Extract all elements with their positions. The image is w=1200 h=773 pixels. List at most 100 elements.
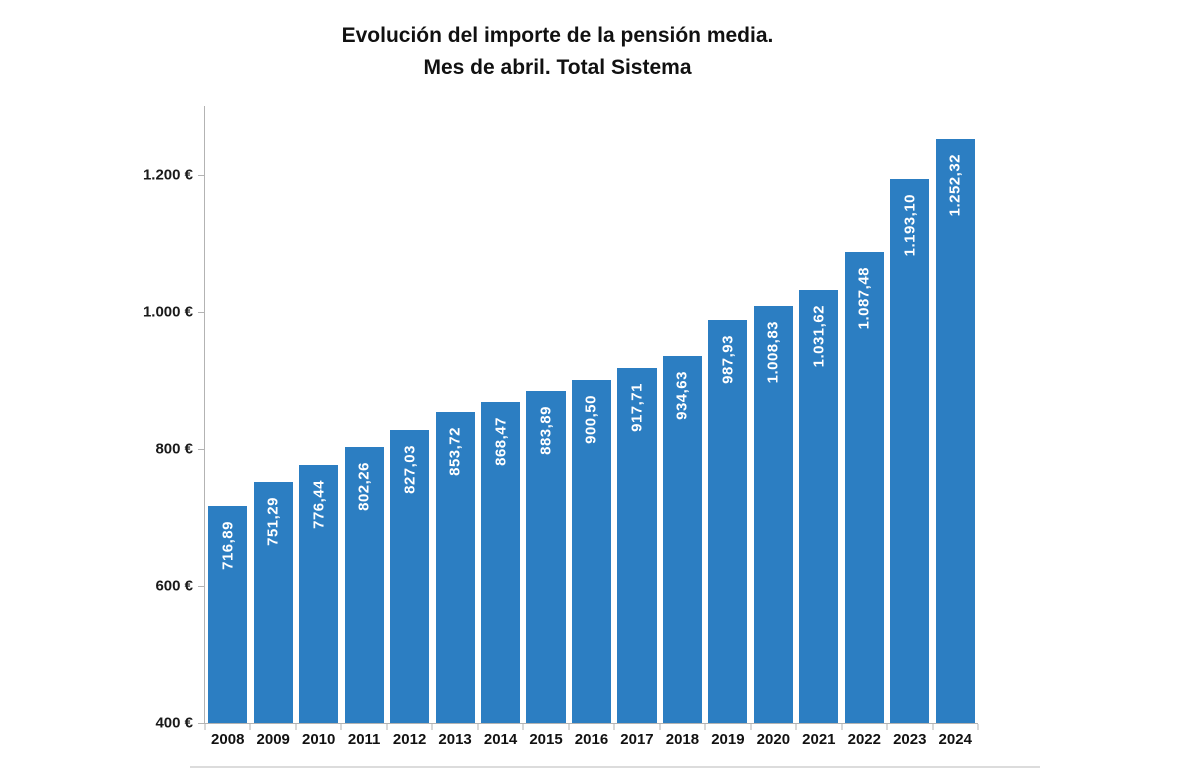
y-tick — [198, 174, 204, 176]
x-tick — [659, 724, 661, 730]
bar-2021: 1.031,62 — [799, 290, 839, 723]
bar-value-label-2023: 1.193,10 — [901, 194, 919, 257]
x-axis-label-2014: 2014 — [483, 731, 518, 748]
bar-slot-2009: 751,29 — [250, 106, 295, 723]
bar-slot-2023: 1.193,10 — [887, 106, 932, 723]
y-tick — [198, 723, 204, 724]
bar-2018: 934,63 — [662, 356, 702, 723]
bar-slot-2020: 1.008,83 — [751, 106, 796, 723]
bar-2019: 987,93 — [708, 319, 748, 723]
x-tick — [431, 724, 433, 730]
bar-value-label-2017: 917,71 — [628, 383, 646, 432]
y-tick — [198, 585, 204, 587]
chart-title: Evolución del importe de la pensión medi… — [0, 20, 1115, 84]
bar-slot-2012: 827,03 — [387, 106, 432, 723]
bar-2024: 1.252,32 — [935, 138, 975, 723]
y-axis-line — [204, 106, 205, 723]
bar-slot-2022: 1.087,48 — [842, 106, 887, 723]
bar-value-label-2009: 751,29 — [264, 497, 282, 547]
bar-2009: 751,29 — [253, 482, 293, 723]
bar-slot-2018: 934,63 — [660, 106, 705, 723]
x-tick — [750, 724, 752, 730]
y-axis-label-1000: 1.000 € — [142, 303, 193, 321]
x-axis-label-2016: 2016 — [574, 731, 609, 748]
y-axis-label-800: 800 € — [155, 440, 193, 458]
bar-value-label-2024: 1.252,32 — [946, 153, 964, 217]
x-tick — [704, 724, 706, 730]
bar-series: 716,89 751,29 776,44 802,26 827,03 853,72 868,… — [205, 106, 978, 723]
x-axis-label-2017: 2017 — [620, 731, 654, 748]
bar-slot-2021: 1.031,62 — [796, 106, 841, 723]
x-axis-label-2012: 2012 — [392, 731, 427, 748]
bar-value-label-2015: 883,89 — [537, 406, 555, 456]
bar-2020: 1.008,83 — [753, 305, 793, 723]
x-axis-labels: 2008 2009 2010 2011 2012 2013 2014 2015 2016 2017… — [205, 731, 978, 748]
bar-value-label-2008: 716,89 — [219, 520, 237, 570]
x-tick — [977, 724, 979, 730]
bar-value-label-2011: 802,26 — [355, 462, 373, 512]
bar-slot-2011: 802,26 — [341, 106, 386, 723]
bar-2011: 802,26 — [344, 447, 384, 723]
bottom-divider — [190, 766, 1040, 768]
bar-slot-2017: 917,71 — [614, 106, 659, 723]
bar-2008: 716,89 — [208, 505, 248, 723]
y-tick — [198, 448, 204, 450]
x-axis-label-2019: 2019 — [711, 731, 745, 748]
x-axis-label-2010: 2010 — [301, 731, 336, 748]
bar-value-label-2021: 1.031,62 — [810, 305, 828, 368]
bar-slot-2010: 776,44 — [296, 106, 341, 723]
x-tick — [477, 724, 479, 730]
y-axis-labels: 400 € 600 € 800 € 1.000 € 1.200 € — [80, 106, 193, 731]
x-tick — [204, 724, 206, 730]
bar-slot-2024: 1.252,32 — [933, 106, 978, 723]
y-tick — [198, 311, 204, 313]
x-axis-label-2013: 2013 — [438, 731, 472, 748]
x-axis-label-2008: 2008 — [211, 731, 245, 748]
bar-value-label-2020: 1.008,83 — [764, 320, 782, 384]
bar-value-label-2016: 900,50 — [582, 394, 600, 444]
bar-2017: 917,71 — [617, 368, 657, 723]
bar-2010: 776,44 — [299, 464, 339, 723]
bar-2016: 900,50 — [571, 379, 612, 723]
bar-2023: 1.193,10 — [890, 179, 930, 723]
x-axis-label-2018: 2018 — [665, 731, 700, 748]
plot-area: 716,89 751,29 776,44 802,26 827,03 853,72 868,… — [198, 106, 979, 730]
x-tick — [386, 724, 388, 730]
bar-slot-2014: 868,47 — [478, 106, 523, 723]
x-axis-label-2015: 2015 — [529, 731, 563, 748]
x-tick — [613, 724, 615, 730]
x-axis-label-2020: 2020 — [756, 731, 791, 748]
x-axis-label-2024: 2024 — [938, 731, 972, 748]
bar-2014: 868,47 — [481, 401, 521, 723]
bar-slot-2013: 853,72 — [432, 106, 477, 723]
bar-value-label-2013: 853,72 — [446, 426, 464, 476]
x-axis-label-2022: 2022 — [847, 731, 881, 748]
bar-value-label-2022: 1.087,48 — [855, 266, 873, 330]
y-axis-label-1200: 1.200 € — [142, 166, 193, 184]
y-axis-label-400: 400 € — [155, 714, 193, 732]
bar-value-label-2019: 987,93 — [719, 334, 737, 384]
x-tick — [249, 724, 251, 730]
bar-slot-2015: 883,89 — [523, 106, 568, 723]
bar-2013: 853,72 — [435, 411, 475, 723]
bar-value-label-2018: 934,63 — [673, 371, 691, 421]
x-tick — [886, 724, 888, 730]
x-tick — [340, 724, 342, 730]
x-axis-label-2009: 2009 — [256, 731, 290, 748]
x-tick — [522, 724, 524, 730]
x-axis-line — [204, 723, 978, 724]
x-tick — [932, 724, 934, 730]
bar-slot-2019: 987,93 — [705, 106, 750, 723]
y-axis-label-600: 600 € — [155, 577, 193, 595]
chart-title-line2: Mes de abril. Total Sistema — [423, 56, 692, 79]
x-tick — [795, 724, 797, 730]
x-tick — [295, 724, 297, 730]
bar-value-label-2012: 827,03 — [401, 445, 419, 495]
bar-2015: 883,89 — [526, 391, 566, 723]
bar-value-label-2014: 868,47 — [492, 416, 510, 466]
x-tick — [568, 724, 570, 730]
bar-2022: 1.087,48 — [844, 251, 884, 723]
x-axis-label-2021: 2021 — [802, 731, 836, 748]
bar-slot-2008: 716,89 — [205, 106, 250, 723]
